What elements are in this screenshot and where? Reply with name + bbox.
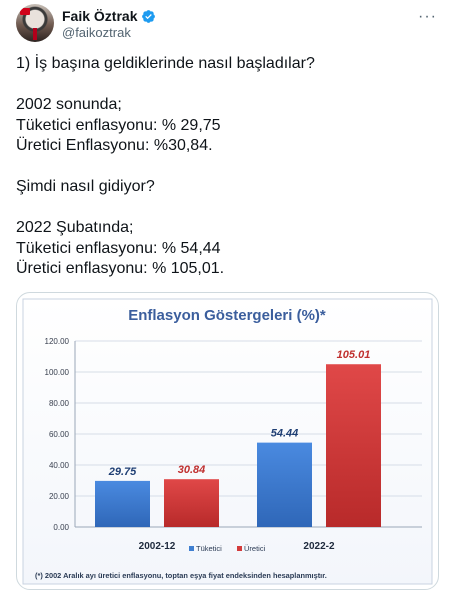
bar-uretici-2002-12 (164, 479, 219, 527)
more-options-icon[interactable]: ··· (418, 8, 437, 25)
tweet-blank-line (16, 198, 436, 219)
bar-tuketici-2022-2 (257, 442, 312, 527)
author-handle[interactable]: @faikoztrak (62, 25, 131, 40)
tweet-blank-line (16, 75, 436, 96)
tweet-line: Tüketici enflasyonu: % 54,44 (16, 239, 221, 257)
legend-label: Tüketici (196, 544, 222, 553)
chart-footnote: (*) 2002 Aralık ayı üretici enflasyonu, … (35, 571, 327, 580)
tweet-blank-line (16, 157, 436, 178)
y-tick-label: 40.00 (49, 461, 70, 470)
legend-label: Üretici (244, 544, 266, 553)
y-tick-label: 120.00 (45, 337, 70, 346)
flag-icon (20, 8, 30, 15)
y-axis-ticks: 0.00 20.00 40.00 60.00 80.00 100.00 120.00 (45, 337, 70, 532)
tweet-header: Faik Öztrak @faikoztrak ··· (16, 4, 439, 44)
legend-swatch (237, 546, 242, 551)
bar-chart: Enflasyon Göstergeleri (%)* 0.00 20.00 40.… (22, 298, 433, 585)
author-name[interactable]: Faik Öztrak (62, 8, 138, 24)
y-tick-label: 100.00 (45, 368, 70, 377)
x-category-label: 2002-12 (139, 541, 176, 552)
chart-legend: Tüketici Üretici (189, 544, 266, 553)
bar-uretici-2022-2 (326, 364, 381, 527)
tweet-line: Üretici Enflasyonu: %30,84. (16, 137, 213, 154)
chart-title: Enflasyon Göstergeleri (%)* (128, 307, 326, 324)
tweet-media-chart[interactable]: Enflasyon Göstergeleri (%)* 0.00 20.00 40.… (16, 292, 439, 590)
x-axis-categories: 2002-12 2022-2 (139, 541, 335, 552)
tweet-line: Şimdi nasıl gidiyor? (16, 178, 155, 195)
tweet-line: Üretici enflasyonu: % 105,01. (16, 260, 225, 277)
chart-bars: 29.75 30.84 54.44 105.01 (95, 349, 381, 527)
y-tick-label: 0.00 (53, 523, 69, 532)
tweet-line: 2002 sonunda; (16, 96, 122, 113)
author-name-row: Faik Öztrak (62, 8, 156, 24)
avatar[interactable] (16, 4, 54, 42)
bar-data-label: 54.44 (271, 428, 299, 440)
tweet-line: 1) İş başına geldiklerinde nasıl başladı… (16, 55, 315, 72)
tweet-text: 1) İş başına geldiklerinde nasıl başladı… (16, 54, 436, 280)
tie-icon (33, 28, 37, 40)
y-tick-label: 60.00 (49, 430, 70, 439)
legend-swatch (189, 546, 194, 551)
y-tick-label: 80.00 (49, 399, 70, 408)
x-category-label: 2022-2 (303, 541, 335, 552)
bar-tuketici-2002-12 (95, 480, 150, 527)
y-tick-label: 20.00 (49, 492, 70, 501)
bar-data-label: 105.01 (337, 349, 371, 361)
bar-data-label: 30.84 (178, 464, 206, 476)
tweet-line: 2022 Şubatında; (16, 219, 134, 236)
tweet-line: Tüketici enflasyonu: % 29,75 (16, 116, 221, 134)
verified-badge-icon (142, 9, 156, 23)
bar-data-label: 29.75 (108, 466, 137, 478)
